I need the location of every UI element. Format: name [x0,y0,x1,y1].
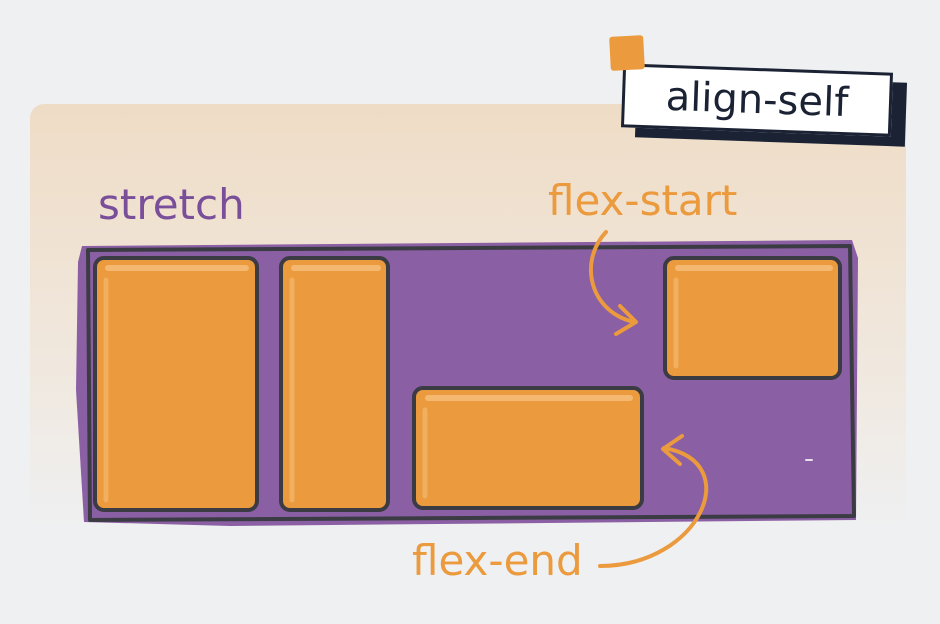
arrow-flex-end [598,434,709,568]
diagram-title: align-self [664,73,850,127]
label-flex-end: flex-end [412,536,583,585]
label-flex-start: flex-start [548,176,738,225]
arrow-flex-start [589,230,638,336]
pin-icon [609,35,645,71]
title-tag: align-self [620,63,908,147]
flex-container [76,240,858,526]
title-tag-face: align-self [620,63,894,137]
flex-item-flex-end [412,386,644,510]
flex-item-stretch-1 [93,256,259,512]
flex-item-flex-start [663,256,842,380]
label-stretch: stretch [98,180,245,229]
flex-item-stretch-2 [279,256,390,512]
